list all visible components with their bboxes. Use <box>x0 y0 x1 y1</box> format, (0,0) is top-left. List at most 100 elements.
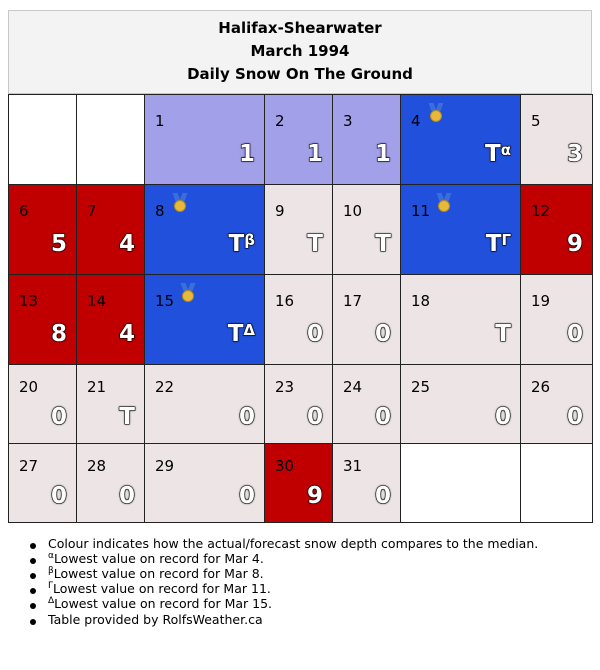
subject-title: Daily Snow On The Ground <box>187 65 413 83</box>
snow-depth-value: 0 <box>566 403 583 430</box>
footnote-gamma: ΓLowest value on record for Mar 11. <box>30 581 538 596</box>
week-row: 13 8 14 4 15 TΔ 16 0 17 0 18 T 19 0 <box>8 274 593 365</box>
credit-text: Table provided by RolfsWeather.ca <box>48 611 263 627</box>
snow-depth-value: 8 <box>50 320 67 347</box>
footnotes: Colour indicates how the actual/forecast… <box>30 536 538 627</box>
snow-depth-text: 1 <box>238 140 255 167</box>
day-number: 24 <box>343 378 363 396</box>
snow-depth-value: 0 <box>50 403 67 430</box>
snow-depth-text: 0 <box>374 482 391 509</box>
snow-depth-text: T <box>484 140 501 167</box>
snow-depth-text: T <box>495 320 512 347</box>
day-number: 3 <box>343 112 353 130</box>
footnote-mark: Γ <box>48 581 54 592</box>
day-number: 16 <box>275 292 295 310</box>
calendar-cell: 8 Tβ <box>144 184 265 275</box>
calendar-cell: 20 0 <box>8 364 77 444</box>
snow-depth-value: 0 <box>374 320 391 347</box>
snow-depth-value: T <box>495 320 512 347</box>
footnote-alpha: αLowest value on record for Mar 4. <box>30 551 538 566</box>
snow-depth-value: T <box>375 230 392 257</box>
snow-depth-value: 0 <box>50 482 67 509</box>
footnote-text: Lowest value on record for Mar 8. <box>53 566 264 582</box>
calendar-cell: 18 T <box>400 274 521 365</box>
day-number: 23 <box>275 378 295 396</box>
snow-depth-text: 0 <box>566 403 583 430</box>
snow-depth-value: 0 <box>306 403 323 430</box>
medal-icon <box>429 103 443 125</box>
calendar-cell <box>400 443 521 523</box>
calendar-cell: 14 4 <box>76 274 145 365</box>
snow-depth-value: 0 <box>494 403 511 430</box>
snow-depth-text: 9 <box>566 230 583 257</box>
footnote-delta: ΔLowest value on record for Mar 15. <box>30 596 538 612</box>
day-number: 15 <box>155 292 175 310</box>
record-note-mark: β <box>244 230 256 249</box>
day-number: 30 <box>275 457 295 475</box>
snow-depth-value: 0 <box>566 320 583 347</box>
record-note-mark: Δ <box>243 320 256 339</box>
record-note-mark: α <box>500 140 511 159</box>
footnote-colour: Colour indicates how the actual/forecast… <box>30 536 538 551</box>
snow-depth-value: T <box>307 230 324 257</box>
footnote-text: Lowest value on record for Mar 11. <box>53 581 271 597</box>
day-number: 22 <box>155 378 175 396</box>
day-number: 19 <box>531 292 551 310</box>
day-number: 20 <box>19 378 39 396</box>
snow-depth-text: T <box>227 320 244 347</box>
snow-depth-text: T <box>375 230 392 257</box>
snow-depth-text: 0 <box>238 403 255 430</box>
snow-depth-text: 0 <box>50 403 67 430</box>
calendar-cell: 15 TΔ <box>144 274 265 365</box>
snow-depth-value: TΓ <box>485 230 512 257</box>
snow-depth-text: 0 <box>306 403 323 430</box>
footnote-beta: βLowest value on record for Mar 8. <box>30 566 538 581</box>
snow-depth-text: T <box>307 230 324 257</box>
snow-depth-text: T <box>228 230 245 257</box>
snow-depth-value: 0 <box>238 403 255 430</box>
calendar-cell: 22 0 <box>144 364 265 444</box>
snow-depth-value: Tβ <box>228 230 256 257</box>
day-number: 21 <box>87 378 107 396</box>
snow-depth-text: 0 <box>566 320 583 347</box>
snow-depth-text: 1 <box>306 140 323 167</box>
snow-depth-value: TΔ <box>227 320 256 347</box>
calendar-cell: 30 9 <box>264 443 333 523</box>
calendar-cell: 29 0 <box>144 443 265 523</box>
snow-depth-text: 3 <box>566 140 583 167</box>
calendar-cell: 16 0 <box>264 274 333 365</box>
footnote-mark: Δ <box>48 596 55 607</box>
period-title: March 1994 <box>250 42 350 60</box>
snow-depth-value: 5 <box>50 230 67 257</box>
snow-depth-value: Tα <box>484 140 511 167</box>
snow-depth-text: 0 <box>374 403 391 430</box>
calendar-cell: 11 TΓ <box>400 184 521 275</box>
medal-icon <box>181 283 195 305</box>
calendar-header: Halifax-Shearwater March 1994 Daily Snow… <box>8 10 592 94</box>
calendar-cell: 26 0 <box>520 364 593 444</box>
footnote-credit: Table provided by RolfsWeather.ca <box>30 612 538 627</box>
calendar-cell: 28 0 <box>76 443 145 523</box>
footnote-mark: β <box>48 566 54 577</box>
station-title: Halifax-Shearwater <box>218 19 382 37</box>
calendar-cell: 13 8 <box>8 274 77 365</box>
day-number: 12 <box>531 202 551 220</box>
week-row: 20 0 21 T 22 0 23 0 24 0 25 0 26 0 <box>8 364 593 444</box>
calendar-cell: 12 9 <box>520 184 593 275</box>
snow-depth-value: 9 <box>306 482 323 509</box>
calendar-cell: 10 T <box>332 184 401 275</box>
day-number: 28 <box>87 457 107 475</box>
record-note-mark: Γ <box>501 230 512 249</box>
snow-depth-text: 0 <box>50 482 67 509</box>
medal-icon <box>437 193 451 215</box>
snow-depth-value: 0 <box>118 482 135 509</box>
day-number: 8 <box>155 202 165 220</box>
day-number: 5 <box>531 112 541 130</box>
calendar-cell: 31 0 <box>332 443 401 523</box>
day-number: 7 <box>87 202 97 220</box>
